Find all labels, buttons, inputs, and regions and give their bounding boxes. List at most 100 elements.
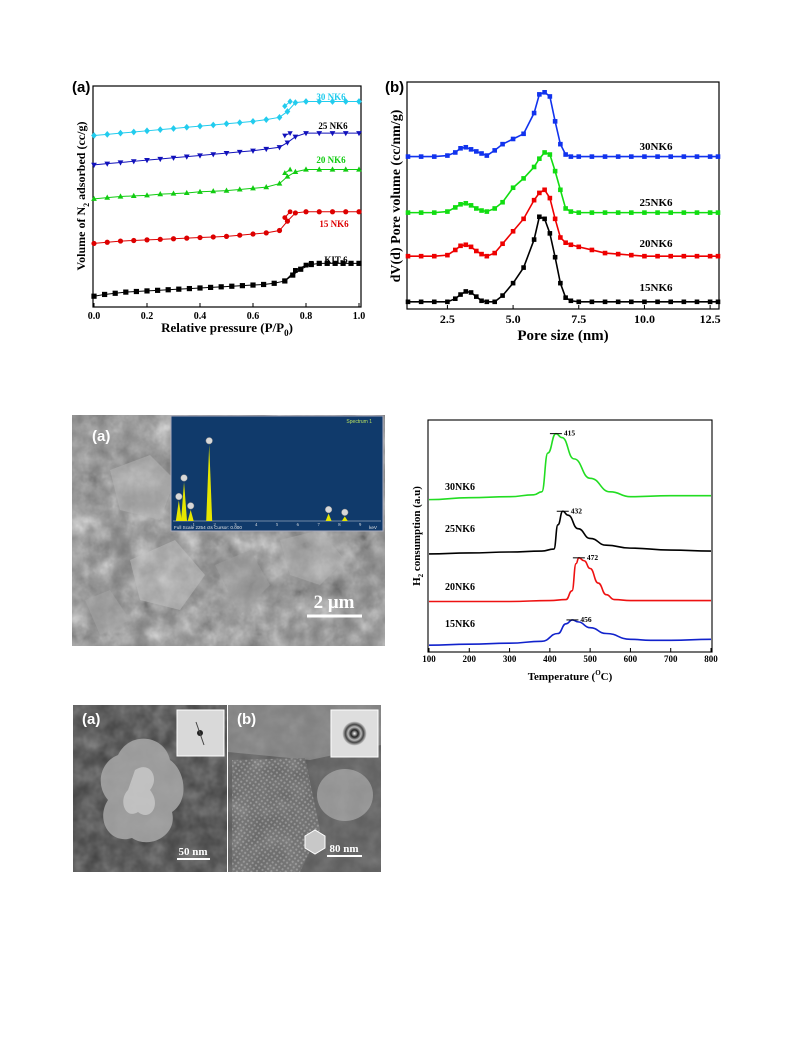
data-point [223, 151, 230, 157]
data-point [170, 125, 177, 132]
data-point [681, 253, 687, 259]
series-label: 20NK6 [445, 582, 475, 593]
data-point [405, 253, 411, 259]
data-point [589, 154, 595, 159]
data-point [484, 299, 490, 305]
scale-bar-label: 50 nm [178, 846, 207, 858]
data-point [329, 166, 336, 172]
x-tick-label: 10.0 [634, 312, 655, 326]
plot-frame [92, 85, 362, 308]
data-point [452, 205, 458, 210]
data-point [694, 154, 700, 159]
scale-bar-label: 2 μm [314, 592, 355, 613]
data-point [332, 260, 338, 266]
data-point [303, 209, 309, 215]
data-point [642, 299, 647, 305]
edx-peak [187, 509, 194, 521]
data-point [298, 266, 304, 272]
data-point [91, 132, 97, 139]
series-line [93, 132, 359, 166]
edx-tick-label: 7 [317, 522, 320, 527]
data-point [197, 188, 203, 194]
y-axis-label: H2 consumption (a.u) [411, 486, 425, 586]
data-point [104, 239, 110, 245]
x-axis-label: Temperature (OC) [528, 669, 613, 683]
data-point [229, 283, 235, 289]
data-point [91, 162, 97, 168]
x-axis-ticks: 0.0 0.2 0.4 0.6 0.8 1.0 [88, 303, 365, 322]
edx-background [170, 415, 384, 532]
data-point [629, 252, 634, 258]
series-line [428, 432, 711, 501]
data-point [316, 98, 323, 105]
data-point [316, 131, 323, 137]
series-line [93, 211, 359, 244]
series-labels: KIT-6 15 NK6 20 NK6 25 NK6 30 NK6 [316, 92, 349, 265]
data-point [130, 128, 137, 136]
data-point [290, 272, 296, 278]
data-point [276, 113, 283, 121]
data-point [537, 214, 542, 220]
edx-peak [206, 444, 213, 521]
data-point [521, 176, 526, 181]
data-point [458, 202, 463, 207]
series-label: 20NK6 [640, 238, 674, 250]
data-point [418, 210, 424, 215]
data-point [431, 299, 437, 305]
data-point [104, 161, 111, 167]
series-label: KIT-6 [324, 255, 348, 265]
hexagonal-particle [304, 829, 326, 855]
data-point [510, 228, 516, 234]
data-point [492, 250, 497, 256]
data-point [463, 289, 469, 294]
data-point [287, 166, 293, 172]
data-point [576, 210, 582, 215]
data-point [197, 285, 203, 291]
edx-peak [175, 500, 182, 521]
data-point [510, 136, 516, 142]
data-point [500, 141, 505, 147]
peak-label: 432 [571, 506, 583, 515]
data-point [405, 210, 411, 215]
data-point [715, 210, 721, 215]
data-point [542, 216, 547, 222]
data-point [492, 299, 497, 305]
data-point [602, 154, 608, 159]
data-point [356, 166, 362, 172]
data-point [117, 193, 124, 199]
data-point [250, 185, 256, 191]
data-point [547, 152, 553, 157]
data-point [558, 187, 563, 193]
data-point [642, 253, 647, 259]
data-point [463, 144, 469, 150]
data-point [117, 129, 124, 137]
data-point [282, 170, 288, 175]
data-point [356, 98, 362, 105]
data-point [484, 153, 490, 158]
series-label: 25NK6 [640, 197, 674, 209]
edx-spectrum-label: Spectrum 1 [346, 419, 372, 425]
data-point [552, 119, 558, 124]
data-point [563, 206, 568, 211]
edx-tick-label: 3 [234, 522, 237, 527]
sem-grain [130, 540, 205, 610]
edx-peak [325, 513, 332, 521]
data-point [552, 216, 558, 222]
edx-tick-label: 8 [338, 522, 341, 527]
data-point [223, 120, 230, 128]
x-tick-label: 800 [704, 654, 718, 664]
data-point [183, 123, 190, 131]
data-point [144, 288, 150, 294]
data-point [474, 149, 479, 154]
data-point [218, 284, 224, 290]
data-point [629, 154, 634, 159]
data-point [117, 160, 124, 166]
data-point [316, 209, 322, 215]
data-point [445, 252, 450, 258]
data-point [329, 209, 336, 215]
data-point [316, 166, 323, 172]
data-point [284, 108, 291, 115]
data-point [463, 200, 469, 206]
data-point [157, 191, 164, 197]
x-tick-label: 100 [422, 654, 436, 664]
